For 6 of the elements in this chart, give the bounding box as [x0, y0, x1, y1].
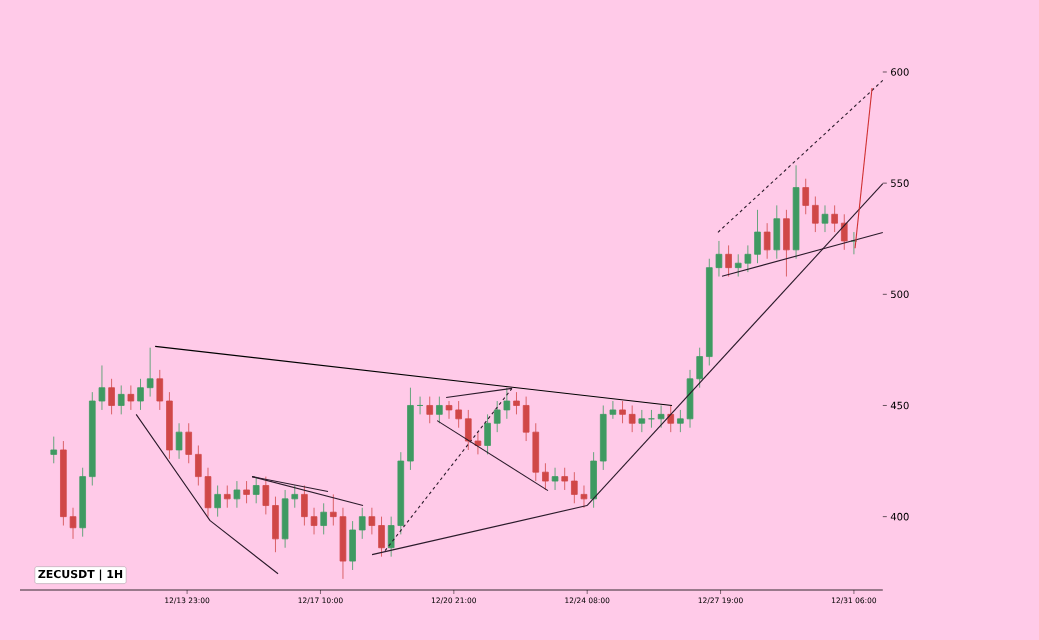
- y-tick-label: 450: [890, 401, 909, 410]
- y-tick-label: 500: [891, 290, 909, 299]
- y-tick-label: 600: [891, 68, 909, 76]
- y-tick-label: 400: [890, 512, 909, 521]
- y-tick-label: 550: [891, 179, 909, 187]
- text: ZECUSDT | 1H: [38, 569, 123, 581]
